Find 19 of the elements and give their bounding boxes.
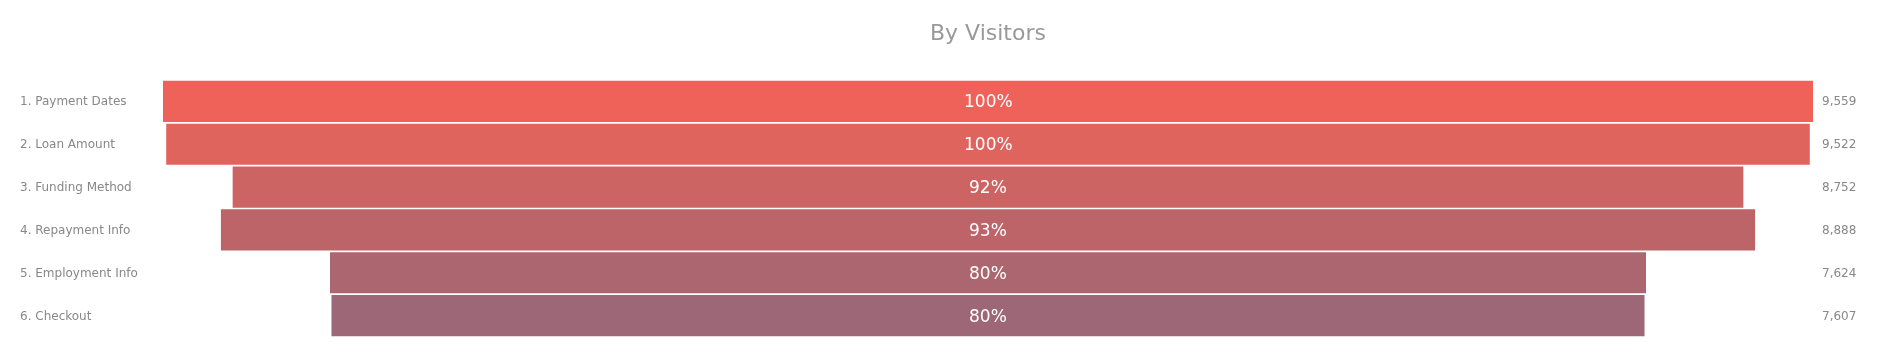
data-label: 7,624 [1822,266,1857,280]
text: 93% [969,220,1007,240]
data-label: 9,559 [1822,94,1857,108]
text: 80% [969,263,1007,283]
data-label: 8,752 [1822,180,1857,194]
text: 100% [964,91,1013,111]
text: 80% [969,306,1007,326]
category-label: 4. Repayment Info [20,223,131,237]
text: 92% [969,177,1007,197]
category-label: 5. Employment Info [20,266,138,280]
category-label: 1. Payment Dates [20,94,127,108]
category-label: 6. Checkout [20,309,92,323]
text: By Visitors [930,20,1046,46]
text: 100% [964,134,1013,154]
category-label: 2. Loan Amount [20,137,116,151]
data-label: 9,522 [1822,137,1857,151]
category-label: 3. Funding Method [20,180,132,194]
data-label: 8,888 [1822,223,1857,237]
data-label: 7,607 [1822,309,1857,323]
